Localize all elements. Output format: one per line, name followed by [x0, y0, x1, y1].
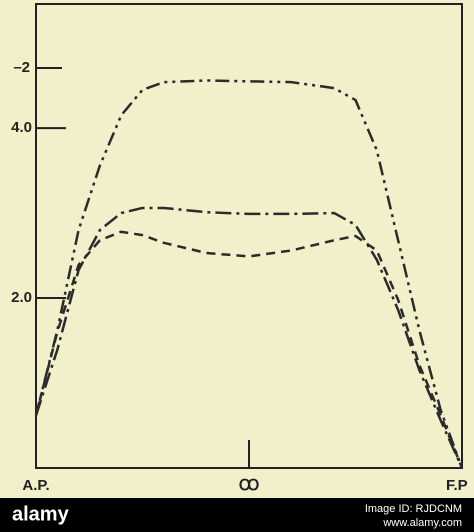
x-tick-label: F.P	[446, 477, 468, 494]
watermark-brand: alamy	[12, 503, 70, 525]
watermark-site: www.alamy.com	[382, 517, 462, 529]
line-series	[34, 79, 464, 469]
annotation: –2	[13, 59, 30, 76]
y-tick-label: 4.0	[11, 119, 32, 136]
y-tick-label: 2.0	[11, 289, 32, 306]
watermark-id: Image ID: RJDCNM	[365, 503, 462, 515]
x-tick-label: A.P.	[22, 477, 49, 494]
watermark-bar	[0, 498, 474, 532]
x-tick-label: Ꝏ	[239, 477, 259, 494]
line-series	[34, 206, 464, 469]
